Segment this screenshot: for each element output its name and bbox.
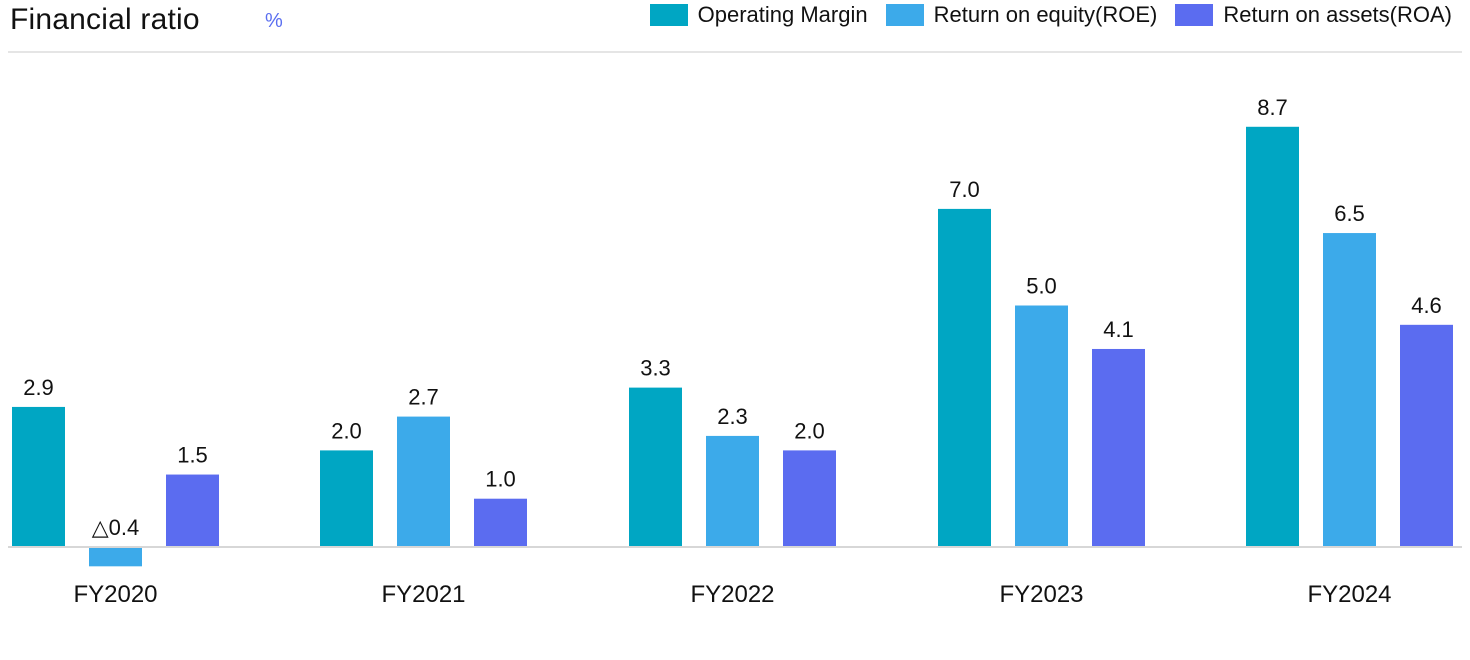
legend-item-roe: Return on equity(ROE) [885,2,1158,28]
bar-fy2024-roa [1400,324,1453,547]
bar-fy2022-roe [706,435,759,547]
bar-fy2021-operating-margin [320,450,373,547]
x-tick-label-fy2024: FY2024 [1307,581,1391,608]
legend-label-roe: Return on equity(ROE) [933,2,1158,27]
legend-item-roa: Return on assets(ROA) [1175,2,1452,28]
bar-fy2020-operating-margin [12,406,65,547]
data-label-fy2024-operating-margin: 8.7 [1257,95,1288,120]
bar-fy2020-roe [89,547,142,567]
data-label-fy2024-roa: 4.6 [1411,293,1442,318]
bar-fy2021-roa [474,498,527,547]
data-label-fy2020-operating-margin: 2.9 [23,375,54,400]
header-divider [8,51,1462,53]
data-label-fy2020-roe: △0.4 [92,515,140,540]
chart-title: Financial ratio [10,3,200,36]
legend-swatch-roa [1175,4,1214,26]
bar-fy2024-operating-margin [1246,126,1299,547]
chart-header: Financial ratio % Operating Margin Retur… [0,0,1470,53]
x-tick-label-fy2020: FY2020 [73,581,157,608]
bar-fy2022-roa [783,450,836,547]
x-tick-label-fy2023: FY2023 [999,581,1083,608]
bar-fy2023-roe [1015,305,1068,547]
bar-fy2021-roe [397,416,450,547]
data-label-fy2022-roe: 2.3 [717,404,748,429]
data-label-fy2023-roa: 4.1 [1103,317,1134,342]
data-label-fy2022-operating-margin: 3.3 [640,356,671,381]
data-label-fy2021-roe: 2.7 [408,385,439,410]
unit-label: % [265,10,283,32]
legend-label-operating-margin: Operating Margin [697,2,868,27]
x-tick-label-fy2022: FY2022 [690,581,774,608]
bar-fy2023-roa [1092,348,1145,547]
legend-swatch-operating-margin [649,4,688,26]
data-label-fy2023-operating-margin: 7.0 [949,177,980,202]
data-label-fy2022-roa: 2.0 [794,418,825,443]
legend-label-roa: Return on assets(ROA) [1223,2,1452,27]
x-tick-label-fy2021: FY2021 [381,581,465,608]
bar-fy2024-roe [1323,233,1376,548]
legend-item-operating-margin: Operating Margin [649,2,868,28]
bar-fy2023-operating-margin [938,208,991,547]
chart-legend: Operating Margin Return on equity(ROE) R… [649,2,1452,28]
legend-swatch-roe [885,4,924,26]
bar-fy2020-roa [166,474,219,547]
data-label-fy2021-roa: 1.0 [485,467,516,492]
data-label-fy2023-roe: 5.0 [1026,274,1057,299]
data-label-fy2020-roa: 1.5 [177,443,208,468]
data-label-fy2021-operating-margin: 2.0 [331,418,362,443]
bar-fy2022-operating-margin [629,387,682,547]
data-label-fy2024-roe: 6.5 [1334,201,1365,226]
